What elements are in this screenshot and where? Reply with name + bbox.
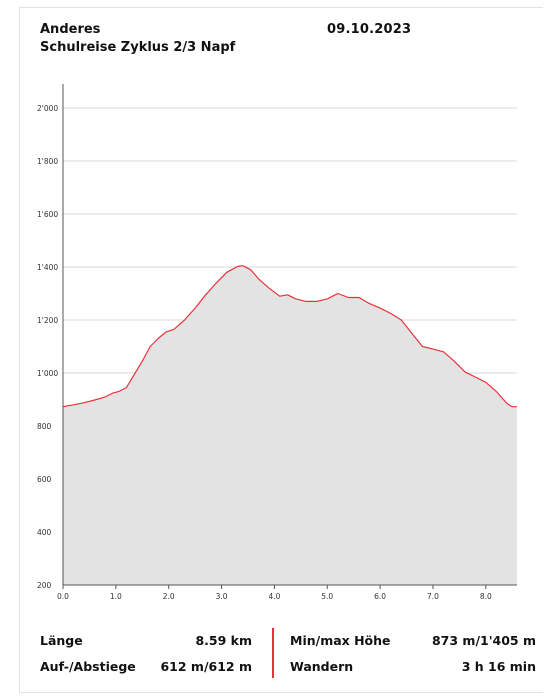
elevation-area xyxy=(63,265,517,585)
x-tick-label: 1.0 xyxy=(110,592,122,601)
y-tick-label: 800 xyxy=(37,422,52,431)
hiking-time-label: Wandern xyxy=(290,659,354,674)
y-tick-label: 1'000 xyxy=(37,369,58,378)
elevation-line xyxy=(62,265,517,408)
tour-date: 09.10.2023 xyxy=(327,22,412,37)
stats-separator xyxy=(272,628,274,678)
min-max-altitude-label: Min/max Höhe xyxy=(290,633,391,648)
y-tick-label: 1'200 xyxy=(37,316,58,325)
x-tick-label: 5.0 xyxy=(321,592,333,601)
hiking-time-value: 3 h 16 min xyxy=(461,659,536,674)
y-tick-label: 200 xyxy=(37,581,52,590)
y-tick-label: 600 xyxy=(37,475,52,484)
y-tick-label: 1'600 xyxy=(37,210,58,219)
min-max-altitude-value: 873 m/1'405 m xyxy=(431,633,536,648)
stats-table: Länge 8.59 km Auf-/Abstiege 612 m/612 m … xyxy=(40,628,540,680)
author-name: Anderes xyxy=(40,22,101,37)
y-tick-label: 400 xyxy=(37,528,52,537)
x-tick-label: 3.0 xyxy=(216,592,228,601)
y-tick-label: 1'800 xyxy=(37,157,58,166)
x-tick-label: 6.0 xyxy=(374,592,386,601)
x-tick-label: 7.0 xyxy=(427,592,439,601)
x-tick-label: 0.0 xyxy=(57,592,69,601)
length-value: 8.59 km xyxy=(195,633,252,648)
x-tick-label: 8.0 xyxy=(480,592,492,601)
route-title: Schulreise Zyklus 2/3 Napf xyxy=(40,40,236,55)
length-label: Länge xyxy=(40,633,83,648)
y-tick-label: 1'400 xyxy=(37,263,58,272)
x-tick-label: 4.0 xyxy=(268,592,280,601)
x-tick-label: 2.0 xyxy=(163,592,175,601)
y-tick-label: 2'000 xyxy=(37,104,58,113)
ascent-descent-value: 612 m/612 m xyxy=(160,659,252,674)
ascent-descent-label: Auf-/Abstiege xyxy=(40,659,136,674)
